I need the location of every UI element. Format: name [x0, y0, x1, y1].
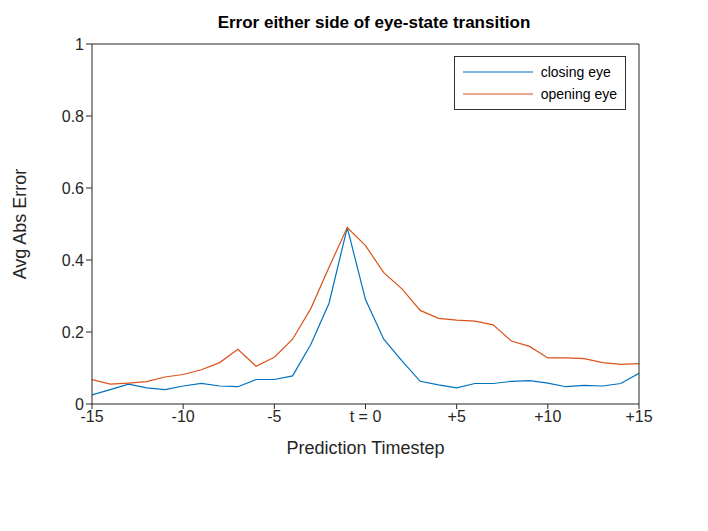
- html-text:opening eye: opening eye: [540, 86, 617, 102]
- svg-text:0.6: 0.6: [62, 180, 84, 197]
- svg-text:0.2: 0.2: [62, 324, 84, 341]
- svg-text:-10: -10: [172, 408, 195, 425]
- svg-text:t = 0: t = 0: [350, 408, 382, 425]
- svg-text:Prediction Timestep: Prediction Timestep: [286, 438, 444, 458]
- svg-text:-5: -5: [267, 408, 281, 425]
- svg-text:0.8: 0.8: [62, 108, 84, 125]
- html-text:Error either side of eye-state: Error either side of eye-state transitio…: [217, 13, 531, 32]
- svg-text:-15: -15: [80, 408, 104, 426]
- svg-text:+10: +10: [534, 408, 561, 425]
- svg-text:+5: +5: [448, 408, 466, 425]
- svg-text:Avg Abs Error: Avg Abs Error: [10, 169, 30, 280]
- html-text:closing eye: closing eye: [540, 64, 611, 80]
- svg-text:1: 1: [75, 36, 84, 53]
- svg-text:+15: +15: [625, 408, 652, 425]
- svg-text:0.4: 0.4: [62, 252, 84, 269]
- svg-text:0: 0: [75, 396, 84, 413]
